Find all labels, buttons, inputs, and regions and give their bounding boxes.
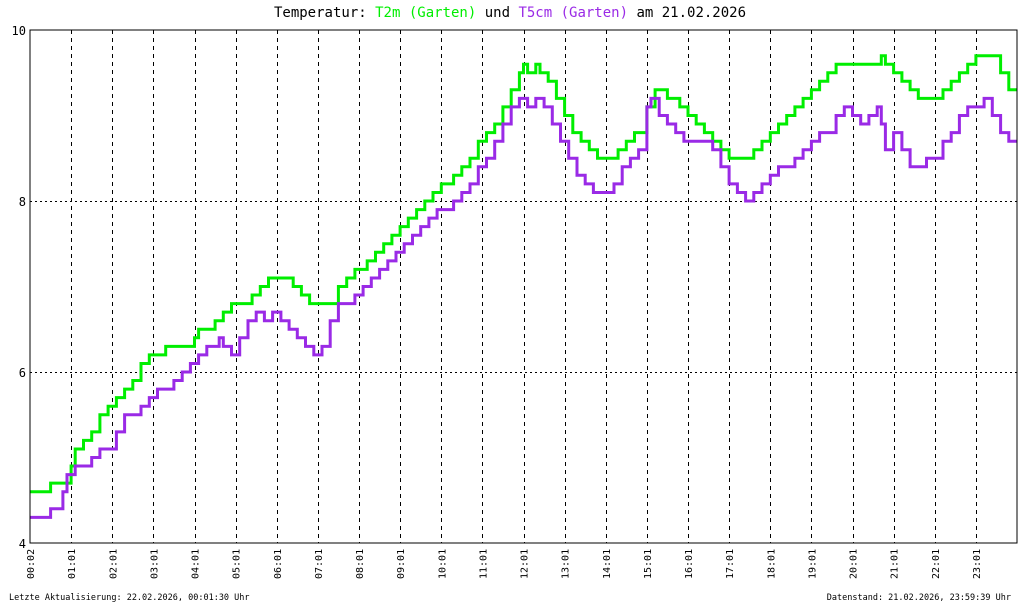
- x-tick-label: 19:01: [807, 549, 818, 579]
- x-tick-label: 01:01: [67, 549, 78, 579]
- x-tick-label: 17:01: [725, 549, 736, 579]
- y-tick-labels: 4 6 8 10: [12, 24, 26, 551]
- y-tick-label: 6: [19, 366, 26, 380]
- x-tick-label: 08:01: [355, 549, 366, 579]
- x-tick-label: 11:01: [478, 549, 489, 579]
- t5cm-series-line: [30, 96, 1017, 519]
- x-tick-label: 12:01: [520, 549, 531, 579]
- x-tick-label: 15:01: [643, 549, 654, 579]
- x-tick-label: 18:01: [766, 549, 777, 579]
- title-suffix: am 21.02.2026: [628, 5, 747, 21]
- title-prefix: Temperatur:: [273, 5, 376, 21]
- data-status-text: Datenstand: 21.02.2026, 23:59:39 Uhr: [826, 593, 1011, 603]
- x-tick-label: 05:01: [232, 549, 243, 579]
- x-tick-label: 14:01: [602, 549, 613, 579]
- grid-layer: [30, 30, 1017, 543]
- x-tick-label: 09:01: [396, 549, 407, 579]
- series-layer: [30, 54, 1017, 519]
- y-tick-label: 10: [12, 24, 26, 38]
- x-tick-label: 03:01: [149, 549, 160, 579]
- y-tick-label: 8: [19, 195, 26, 209]
- title-joiner: und: [476, 5, 519, 21]
- x-tick-label: 20:01: [849, 549, 860, 579]
- x-tick-label: 13:01: [561, 549, 572, 579]
- x-tick-label: 16:01: [684, 549, 695, 579]
- x-tick-labels: 00:02 01:01 02:01 03:01 04:01 05:01 06:01 07:01…: [26, 549, 983, 579]
- x-tick-label: 02:01: [108, 549, 119, 579]
- x-tick-label: 07:01: [314, 549, 325, 579]
- t2m-series-line: [30, 54, 1017, 494]
- x-tick-label: 10:01: [437, 549, 448, 579]
- title-series-t2m: T2m (Garten): [375, 5, 477, 21]
- x-tick-label: 23:01: [972, 549, 983, 579]
- x-tick-label: 04:01: [191, 549, 202, 579]
- x-tick-label: 06:01: [273, 549, 284, 579]
- x-tick-label: 00:02: [26, 549, 37, 579]
- x-tick-label: 22:01: [931, 549, 942, 579]
- last-update-text: Letzte Aktualisierung: 22.02.2026, 00:01…: [9, 593, 250, 603]
- y-tick-label: 4: [19, 537, 26, 551]
- plot-frame: [29, 29, 1018, 544]
- chart-title: Temperatur: T2m (Garten) und T5cm (Garte…: [0, 5, 1020, 21]
- title-series-t5cm: T5cm (Garten): [518, 5, 629, 21]
- x-tick-label: 21:01: [890, 549, 901, 579]
